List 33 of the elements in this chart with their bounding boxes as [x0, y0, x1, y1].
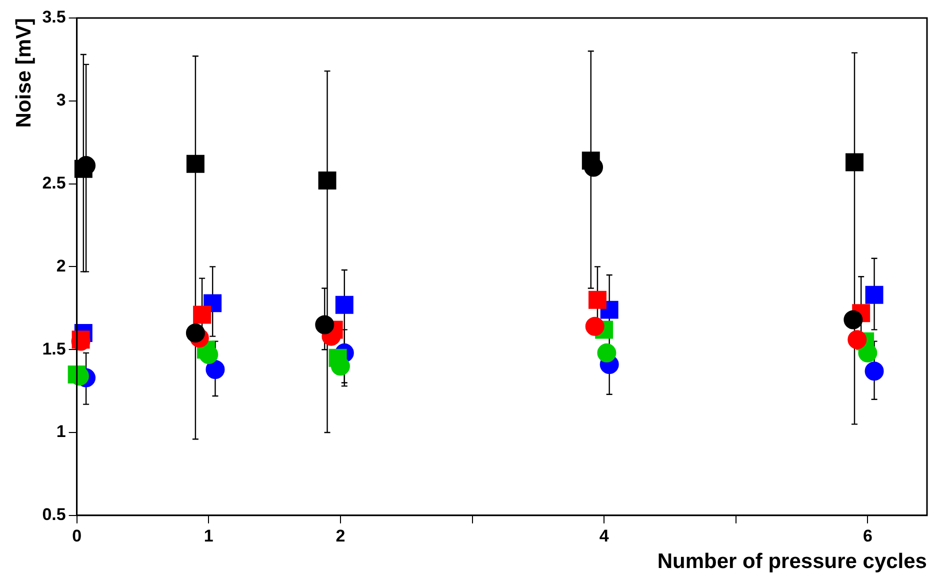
- y-tick-label: 0.5: [42, 505, 66, 524]
- point: [328, 348, 347, 367]
- y-tick-label: 3.5: [42, 8, 66, 27]
- point: [597, 343, 616, 362]
- x-tick-label: 4: [599, 526, 610, 546]
- point: [68, 365, 86, 384]
- point: [315, 315, 334, 334]
- x-tick-label: 6: [862, 526, 872, 546]
- y-tick-label: 1: [56, 422, 66, 442]
- point: [865, 286, 884, 304]
- point: [582, 152, 600, 170]
- y-tick-label: 2.5: [42, 173, 66, 192]
- x-axis-title: Number of pressure cycles: [657, 550, 927, 574]
- point: [846, 153, 864, 172]
- point: [74, 160, 92, 178]
- point: [186, 324, 205, 343]
- point: [585, 316, 604, 336]
- point: [206, 360, 225, 379]
- point: [193, 306, 212, 324]
- x-tick-label: 0: [72, 526, 82, 546]
- point: [848, 330, 867, 350]
- x-tick-label: 2: [336, 526, 346, 546]
- point: [844, 310, 863, 330]
- x-tick-label: 1: [204, 526, 214, 546]
- point: [588, 290, 606, 309]
- point: [335, 296, 354, 314]
- y-axis-title: Noise [mV]: [12, 18, 36, 128]
- y-tick-label: 2: [56, 256, 66, 276]
- y-tick-label: 1.5: [42, 339, 66, 358]
- point: [186, 154, 204, 173]
- y-tick-label: 3: [56, 90, 66, 110]
- point: [318, 172, 336, 190]
- point: [864, 362, 884, 381]
